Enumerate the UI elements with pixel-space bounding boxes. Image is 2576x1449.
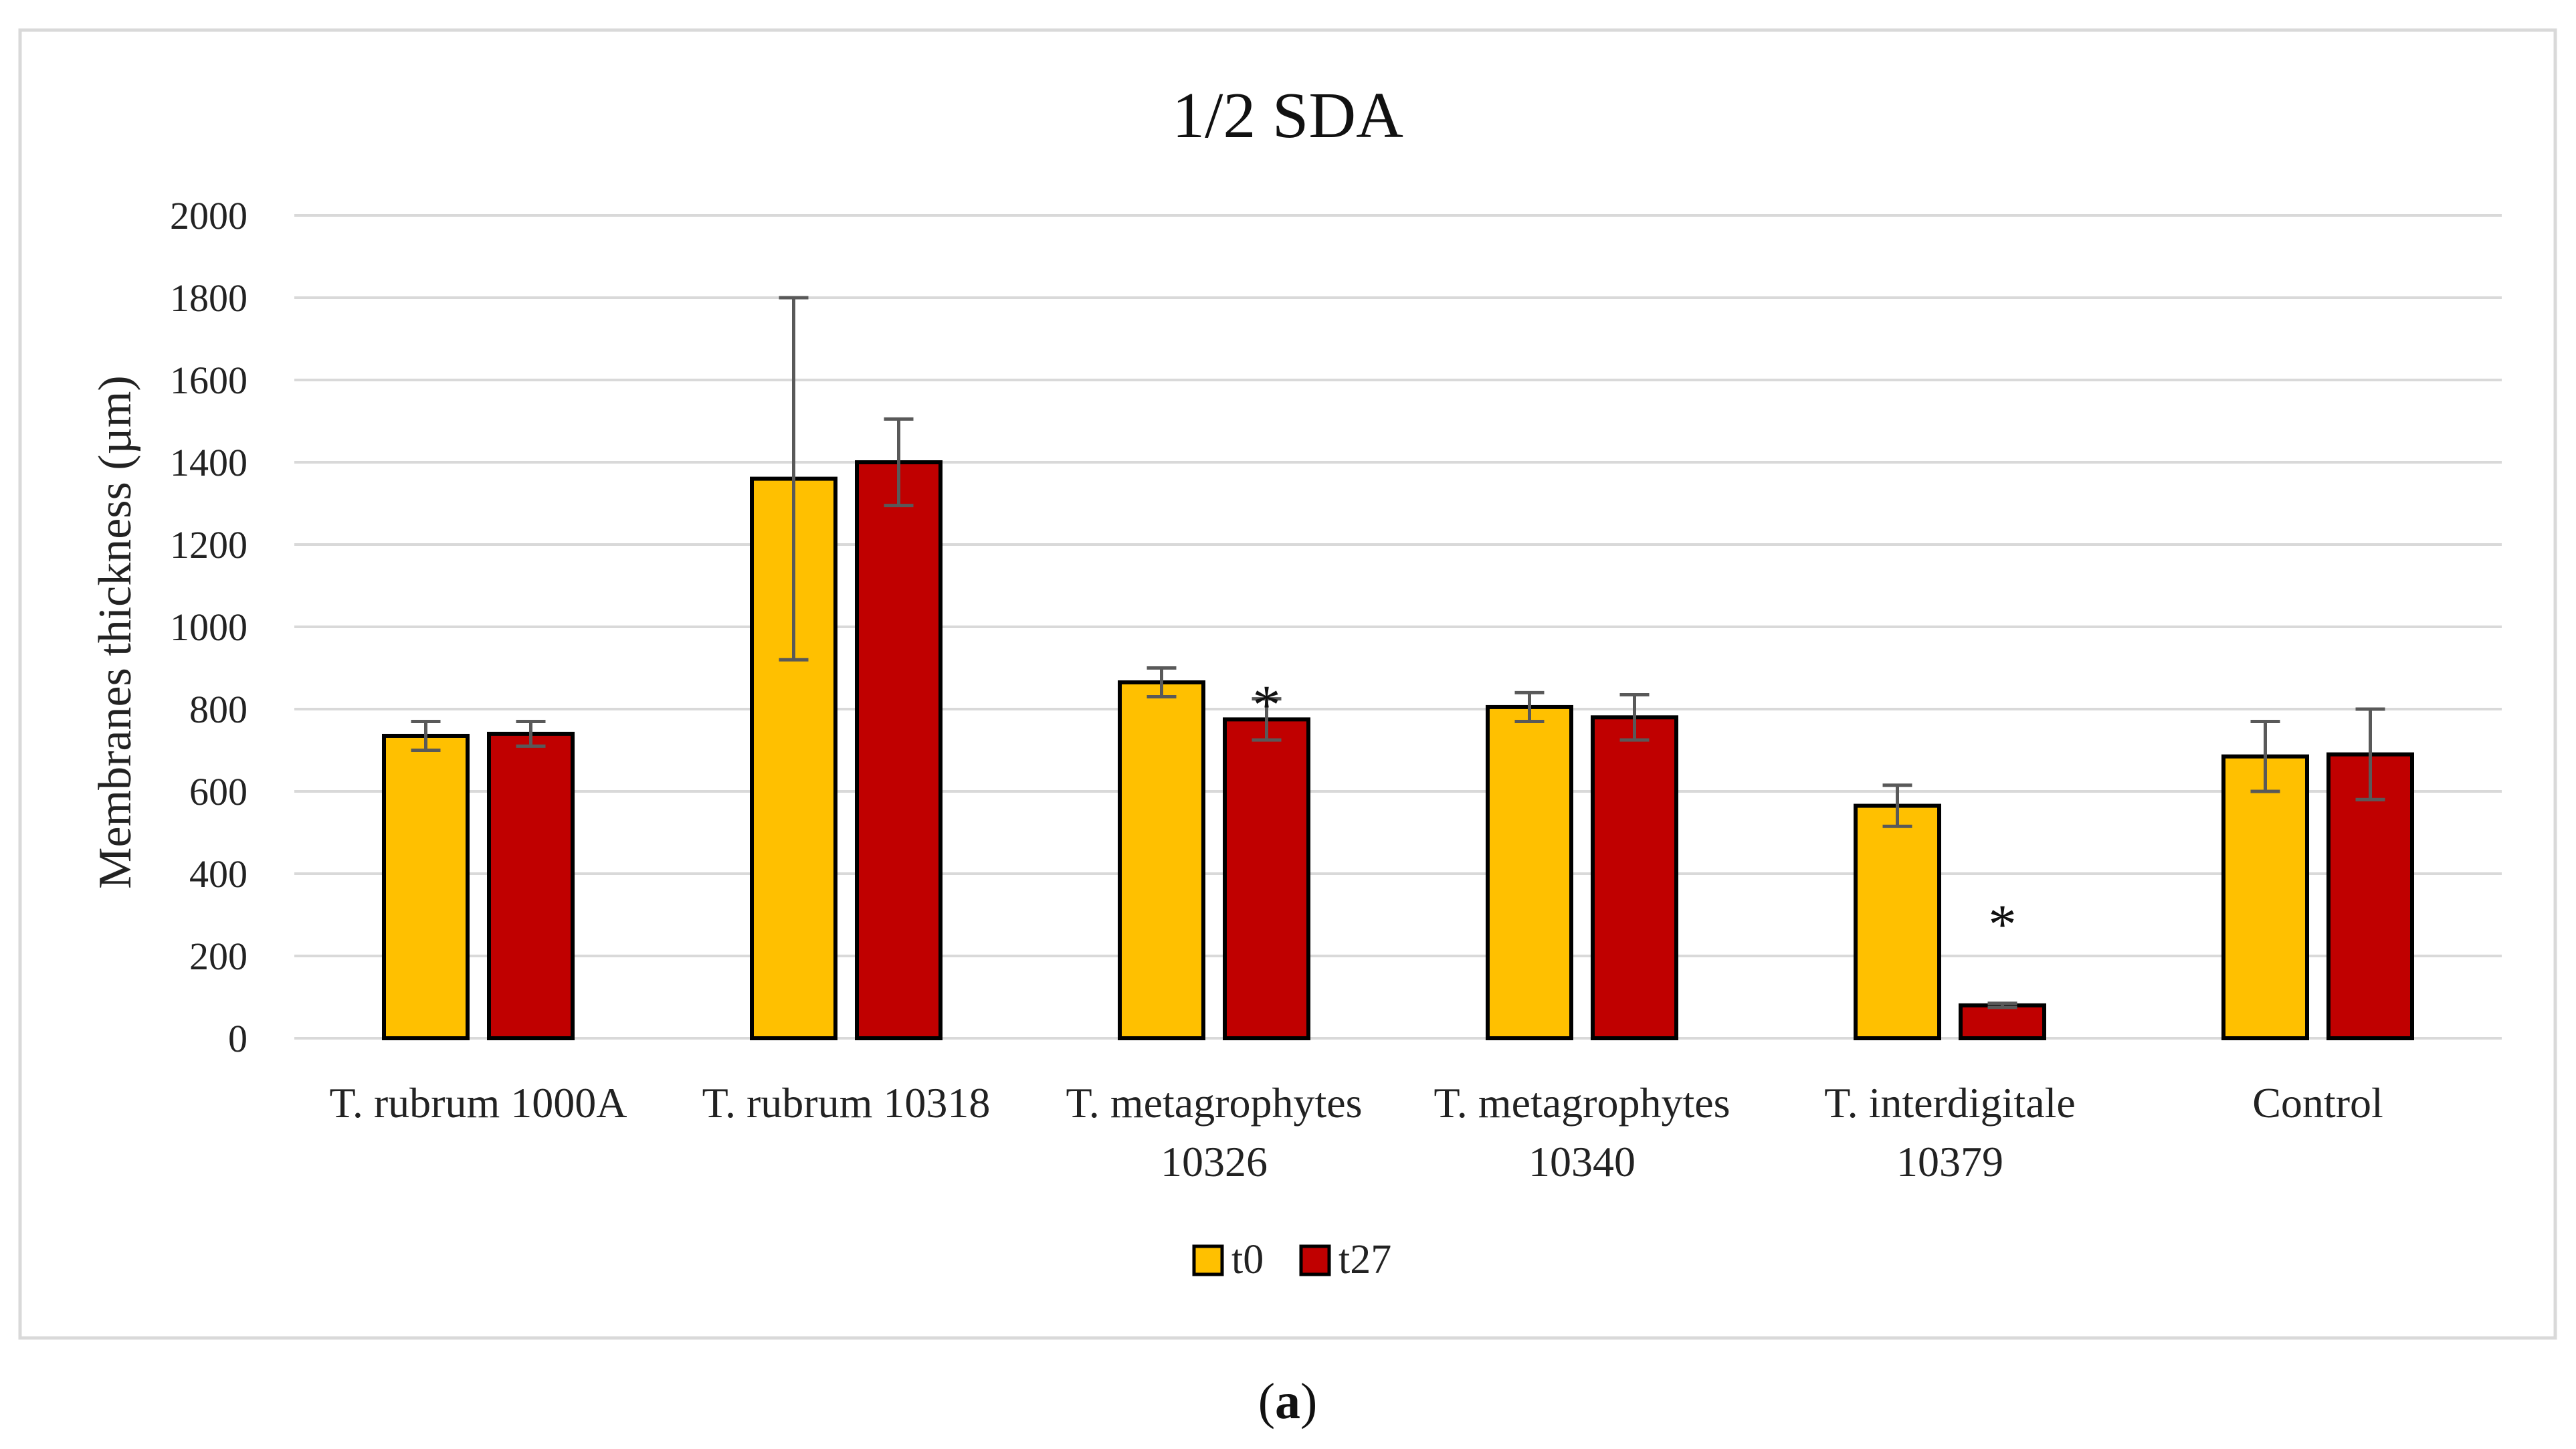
bar-t27-1 — [855, 460, 943, 1040]
error-bar-t0-1 — [779, 296, 809, 662]
significance-markers: ** — [1253, 674, 2017, 956]
bar-t0-4 — [1854, 803, 1941, 1041]
caption-letter: a — [1275, 1373, 1300, 1430]
category-label-2-line-0: T. metagrophytes — [1066, 1079, 1362, 1127]
error-bar-t27-2 — [1252, 697, 1282, 742]
error-bar-t0-4 — [1882, 783, 1912, 828]
legend-label-t27: t27 — [1339, 1237, 1391, 1282]
bar-t0-3 — [1486, 704, 1573, 1041]
category-label-2-line-1: 10326 — [1161, 1138, 1268, 1185]
bar-t27-3 — [1591, 715, 1678, 1041]
category-label-3-line-1: 10340 — [1528, 1138, 1636, 1185]
bar-t0-5 — [2221, 754, 2309, 1040]
y-tick-label-600: 600 — [189, 770, 247, 813]
bar-t27-4 — [1959, 1003, 2046, 1041]
legend-label-t0: t0 — [1231, 1237, 1264, 1282]
chart-title: 1/2 SDA — [1172, 80, 1403, 152]
y-axis-label: Membranes thickness (µm) — [90, 375, 141, 888]
chart-frame — [18, 28, 2557, 1340]
caption-open-paren: ( — [1258, 1373, 1275, 1430]
y-tick-label-0: 0 — [228, 1017, 247, 1060]
category-label-1-line-0: T. rubrum 10318 — [702, 1079, 991, 1127]
grid-lines — [294, 214, 2502, 1040]
y-tick-label-400: 400 — [189, 852, 247, 896]
y-tick-label-200: 200 — [189, 935, 247, 978]
bar-t27-2 — [1223, 717, 1310, 1040]
y-axis-tick-labels: 0 200 400 600 800 1000 1200 1400 1600 1800 2000 — [170, 194, 247, 1060]
bars — [382, 460, 2414, 1041]
figure-caption: (a) — [1258, 1373, 1318, 1430]
error-bar-t27-4 — [1987, 1001, 2017, 1009]
bar-t0-0 — [382, 733, 470, 1040]
y-tick-label-800: 800 — [189, 688, 247, 731]
significance-marker-0: * — [1253, 674, 1281, 737]
category-label-3-line-0: T. metagrophytes — [1433, 1079, 1730, 1127]
error-bars — [411, 296, 2385, 1009]
error-bar-t0-0 — [411, 719, 441, 752]
error-bar-t27-1 — [884, 417, 914, 508]
bar-t0-2 — [1118, 680, 1205, 1040]
legend-swatch-t27 — [1299, 1244, 1331, 1276]
significance-marker-1: * — [1989, 894, 2017, 956]
y-tick-label-2000: 2000 — [170, 194, 247, 237]
error-bar-t0-5 — [2250, 719, 2280, 793]
category-label-4-line-1: 10379 — [1896, 1138, 2003, 1185]
legend-swatch-t0 — [1192, 1244, 1224, 1276]
error-bar-t27-3 — [1619, 692, 1650, 742]
y-tick-label-1000: 1000 — [170, 605, 247, 649]
category-label-0-line-0: T. rubrum 1000A — [330, 1079, 627, 1127]
y-tick-label-1800: 1800 — [170, 276, 247, 320]
caption-close-paren: ) — [1300, 1373, 1317, 1430]
error-bar-t27-0 — [516, 719, 546, 748]
y-tick-label-1400: 1400 — [170, 441, 247, 484]
category-label-4-line-0: T. interdigitale — [1824, 1079, 2076, 1127]
y-tick-label-1200: 1200 — [170, 523, 247, 567]
error-bar-t27-5 — [2355, 707, 2385, 801]
error-bar-t0-2 — [1147, 666, 1177, 699]
x-axis-category-labels: T. rubrum 1000A T. rubrum 10318 T. metagro… — [330, 1079, 2383, 1185]
category-label-5-line-0: Control — [2252, 1079, 2383, 1127]
y-tick-label-1600: 1600 — [170, 359, 247, 402]
error-bar-t0-3 — [1514, 690, 1545, 723]
legend: t0 t27 — [1192, 1237, 1391, 1282]
bar-t27-0 — [487, 731, 575, 1041]
